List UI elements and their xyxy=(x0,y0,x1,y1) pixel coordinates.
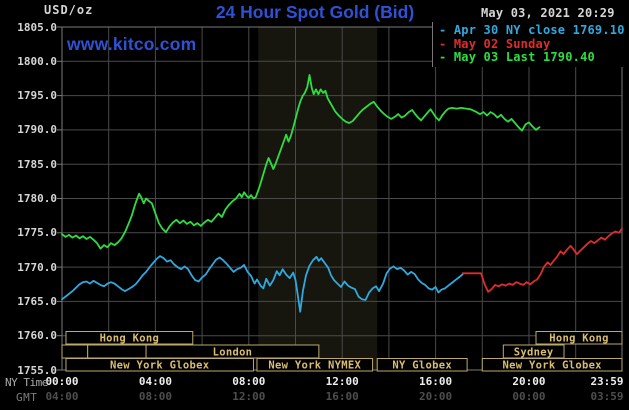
y-tick-label: 1755.0 xyxy=(17,363,57,377)
session-box xyxy=(65,358,254,372)
session-box xyxy=(376,358,468,372)
y-tick-label: 1775.0 xyxy=(17,226,57,240)
ny-time-tick-label: 20:00 xyxy=(512,375,546,388)
session-label: Sydney xyxy=(514,347,554,359)
ny-time-tick-label: 00:00 xyxy=(45,375,79,388)
session-box xyxy=(481,358,623,372)
page-title: 24 Hour Spot Gold (Bid) xyxy=(215,2,415,22)
session-label: New York Globex xyxy=(110,360,210,372)
gmt-tick-label: 00:00 xyxy=(512,390,546,403)
session-box xyxy=(535,331,623,345)
session-box xyxy=(87,344,147,359)
ny-time-tick-label: 23:59 xyxy=(590,375,624,388)
legend-item-1: - May 02 Sunday xyxy=(439,36,551,51)
y-tick-label: 1760.0 xyxy=(17,329,57,343)
y-tick-label: 1790.0 xyxy=(17,123,57,137)
session-box xyxy=(61,344,89,359)
y-tick-label: 1785.0 xyxy=(17,157,57,171)
series-line-1 xyxy=(461,227,623,293)
session-label: New York NYMEX xyxy=(268,360,361,372)
legend-item-0: - Apr 30 NY close 1769.10 xyxy=(439,23,625,37)
session-label: New York Globex xyxy=(502,360,602,372)
chart-legend: - Apr 30 NY close 1769.10- May 02 Sunday… xyxy=(432,22,629,67)
ny-time-tick-label: 08:00 xyxy=(232,375,266,388)
y-tick-label: 1805.0 xyxy=(17,20,57,34)
session-box xyxy=(256,358,374,372)
series-line-2 xyxy=(61,74,541,250)
gmt-tick-label: 12:00 xyxy=(232,390,266,403)
gmt-axis-label: GMT xyxy=(16,391,38,404)
gmt-tick-label: 03:59 xyxy=(590,390,624,403)
session-label: Hong Kong xyxy=(549,333,609,345)
ny-time-axis-label: NY Time xyxy=(5,376,48,389)
ny-time-tick-label: 16:00 xyxy=(419,375,453,388)
y-tick-label: 1780.0 xyxy=(17,192,57,205)
kitco-watermark-link[interactable]: www.kitco.com xyxy=(67,34,197,54)
session-box xyxy=(65,331,194,345)
y-tick-label: 1770.0 xyxy=(17,260,57,274)
gmt-tick-label: 20:00 xyxy=(419,390,453,403)
chart-datetime: May 03, 2021 20:29 xyxy=(481,6,615,20)
gmt-tick-label: 08:00 xyxy=(138,390,172,403)
y-tick-label: 1800.0 xyxy=(17,54,57,68)
series-line-0 xyxy=(61,255,464,313)
legend-dash-icon: - xyxy=(439,23,454,37)
gmt-tick-label: 16:00 xyxy=(325,390,359,403)
session-label: London xyxy=(213,347,253,359)
ny-time-tick-label: 04:00 xyxy=(138,375,172,388)
y-axis-units-label: USD/oz xyxy=(44,3,94,17)
ny-time-tick-label: 12:00 xyxy=(325,375,359,388)
y-tick-label: 1795.0 xyxy=(17,89,57,103)
legend-item-2: - May 03 Last 1790.40 xyxy=(439,50,595,64)
y-tick-label: 1765.0 xyxy=(17,294,57,308)
gmt-tick-label: 04:00 xyxy=(45,390,79,403)
session-label: NY Globex xyxy=(392,360,452,372)
legend-dash-icon: - xyxy=(439,50,454,64)
session-label: Hong Kong xyxy=(100,333,160,345)
legend-dash-icon: - xyxy=(439,36,454,51)
